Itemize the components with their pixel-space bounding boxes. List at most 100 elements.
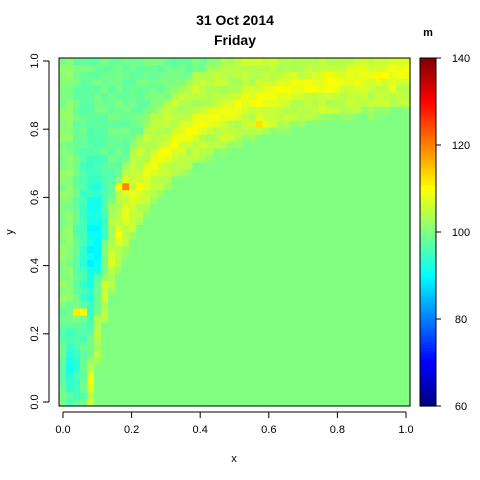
heatmap-cell (234, 322, 243, 331)
heatmap-cell (339, 259, 348, 268)
heatmap-cell (346, 120, 355, 129)
heatmap-cell (87, 155, 95, 163)
heatmap-cell (73, 169, 81, 177)
heatmap-cell (339, 238, 348, 247)
heatmap-cell (94, 197, 102, 205)
heatmap-cell (262, 364, 271, 372)
heatmap-cell (262, 141, 271, 150)
heatmap-cell (206, 120, 215, 129)
heatmap-cell (136, 385, 144, 393)
heatmap-cell (185, 120, 193, 129)
heatmap-cell (157, 238, 165, 247)
heatmap-cell (66, 225, 74, 233)
heatmap-cell (311, 204, 320, 212)
heatmap-cell (248, 113, 257, 122)
heatmap-cell (213, 252, 222, 261)
heatmap-cell (346, 336, 355, 344)
heatmap-cell (94, 287, 102, 296)
heatmap-cell (101, 218, 109, 226)
heatmap-cell (157, 169, 165, 177)
heatmap-cell (262, 273, 271, 282)
heatmap-cell (283, 399, 292, 407)
heatmap-cell (388, 399, 397, 407)
colorbar-segment (420, 78, 436, 82)
heatmap-cell (157, 162, 165, 170)
heatmap-cell (94, 378, 102, 386)
heatmap-cell (192, 99, 200, 108)
heatmap-cell (94, 329, 102, 337)
heatmap-cell (178, 204, 186, 212)
heatmap-cell (234, 350, 243, 358)
heatmap-cell (283, 218, 292, 226)
colorbar-segment (420, 333, 436, 337)
heatmap-cell (360, 392, 369, 400)
heatmap-cell (360, 211, 369, 219)
colorbar-segment (420, 107, 436, 111)
heatmap-cell (136, 252, 144, 261)
heatmap-cell (311, 169, 320, 177)
heatmap-cell (80, 92, 88, 101)
heatmap-cell (339, 357, 348, 365)
heatmap-cell (87, 329, 95, 337)
heatmap-cell (80, 197, 88, 205)
heatmap-cell (395, 71, 404, 80)
heatmap-cell (171, 190, 179, 198)
heatmap-cell (374, 71, 383, 80)
heatmap-cell (129, 252, 137, 261)
heatmap-cell (402, 113, 411, 122)
heatmap-cell (381, 64, 390, 73)
heatmap-cell (360, 287, 369, 296)
heatmap-cell (115, 322, 123, 331)
colorbar-segment (420, 249, 436, 253)
heatmap-cell (227, 245, 236, 254)
heatmap-cell (262, 113, 271, 122)
heatmap-cell (164, 190, 172, 198)
colorbar-segment (420, 313, 436, 317)
colorbar-tick-label: 60 (455, 401, 467, 413)
heatmap-cell (353, 343, 362, 351)
heatmap-cell (269, 148, 278, 157)
heatmap-cell (353, 399, 362, 407)
heatmap-cell (157, 64, 165, 73)
heatmap-cell (129, 134, 137, 143)
heatmap-cell (115, 218, 123, 226)
heatmap-cell (136, 294, 144, 303)
heatmap-cell (283, 259, 292, 268)
heatmap-cell (318, 273, 327, 282)
heatmap-cell (227, 301, 236, 310)
heatmap-cell (297, 190, 306, 198)
heatmap-cell (339, 141, 348, 150)
heatmap-cell (395, 162, 404, 170)
heatmap-cell (234, 378, 243, 386)
heatmap-cell (143, 378, 151, 386)
heatmap-cell (304, 308, 313, 317)
heatmap-cell (304, 204, 313, 212)
heatmap-cell (73, 350, 81, 358)
heatmap-cell (339, 336, 348, 344)
heatmap-cell (346, 357, 355, 365)
heatmap-cell (108, 301, 116, 310)
heatmap-cell (178, 155, 186, 163)
colorbar-segment (420, 124, 436, 129)
heatmap-cell (87, 176, 95, 184)
heatmap-cell (241, 58, 250, 66)
heatmap-cell (346, 287, 355, 296)
heatmap-cell (150, 78, 158, 87)
heatmap-cell (206, 322, 215, 331)
heatmap-cell (59, 225, 67, 233)
heatmap-cell (94, 176, 102, 184)
heatmap-cell (395, 190, 404, 198)
heatmap-cell (367, 148, 376, 157)
heatmap-cell (136, 106, 144, 115)
heatmap-cell (213, 113, 222, 122)
heatmap-cell (304, 218, 313, 226)
colorbar-segment (420, 133, 436, 137)
heatmap-cell (150, 232, 158, 240)
heatmap-cell (248, 127, 257, 136)
heatmap-cell (304, 245, 313, 254)
heatmap-cell (59, 211, 67, 219)
heatmap-cell (304, 225, 313, 233)
heatmap-cell (220, 141, 229, 150)
heatmap-cell (276, 113, 285, 122)
colorbar-segment (420, 179, 436, 184)
